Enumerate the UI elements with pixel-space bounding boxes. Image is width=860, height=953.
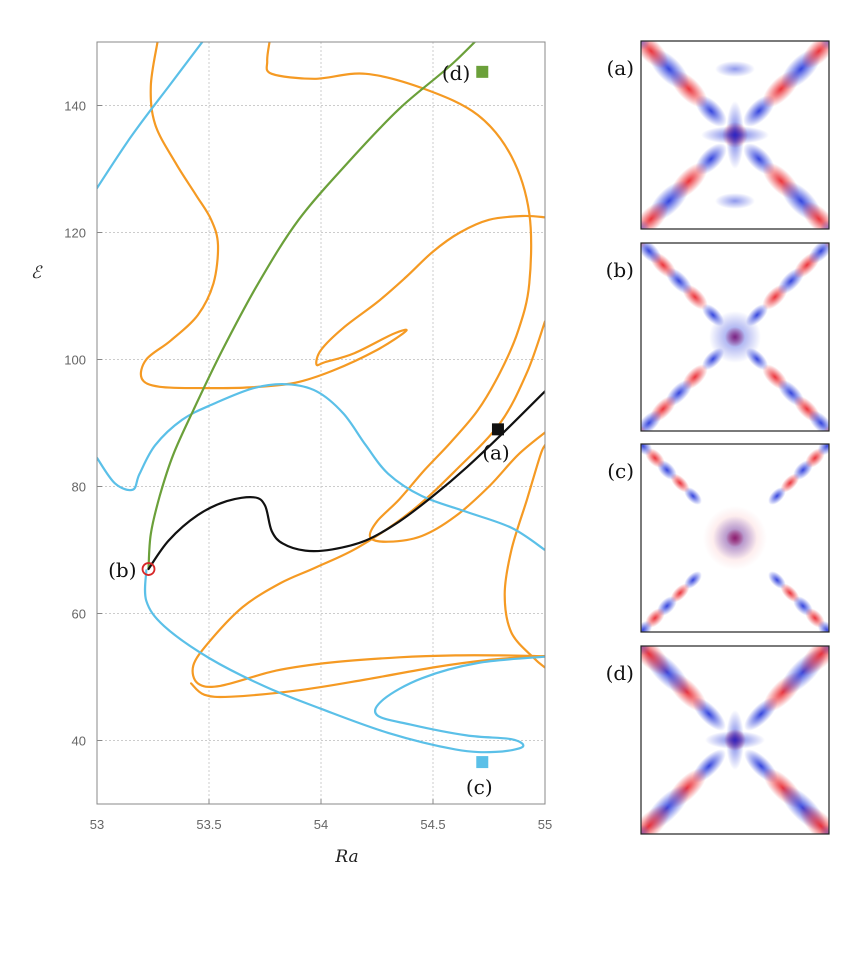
pattern-blob (641, 41, 650, 50)
pattern-blob (684, 487, 702, 505)
pattern-panel-b: (b) (606, 242, 830, 432)
pattern-blob (641, 646, 671, 676)
branch-curve-1-0 (97, 42, 204, 190)
branch-curve-0-0 (139, 42, 545, 390)
pattern-blob (715, 61, 755, 77)
panel-frame (640, 645, 830, 835)
marker-label-b: (b) (108, 558, 136, 582)
x-tick-label: 53.5 (196, 817, 221, 832)
marker-a (491, 423, 504, 436)
x-tick-label: 53 (90, 817, 104, 832)
y-ticks: 40 60 80 100 120 140 (64, 99, 102, 749)
branch-curve-1-2 (143, 569, 545, 754)
pattern-panel-a: (a) (606, 40, 830, 230)
x-tick-label: 54 (314, 817, 328, 832)
pattern-blob (701, 347, 725, 371)
panel-label-c: (c) (607, 459, 634, 483)
panel-frame (640, 40, 830, 230)
pattern-blob (620, 631, 643, 654)
curves (97, 42, 545, 754)
branch-curve-3-0 (147, 390, 545, 571)
pattern-blob (726, 710, 744, 770)
pattern-blob (641, 220, 650, 229)
panel-frame (640, 242, 830, 432)
marker-label-a: (a) (482, 440, 510, 464)
pattern-blob (703, 506, 767, 570)
x-ticks: 53 53.5 54 54.5 55 (90, 799, 552, 832)
y-tick-label: 120 (64, 226, 86, 241)
x-tick-label: 54.5 (420, 817, 445, 832)
marker-b (141, 562, 156, 576)
pattern-blob (817, 444, 829, 456)
branch-curve-0-1 (265, 42, 545, 543)
pattern-blob (768, 487, 786, 505)
y-tick-label: 60 (72, 607, 86, 622)
marker-label-c: (c) (466, 775, 493, 799)
pattern-blob (799, 646, 829, 676)
pattern-blob (799, 804, 829, 834)
pattern-image-c (620, 423, 851, 654)
pattern-blob (817, 620, 829, 632)
x-tick-label: 55 (538, 817, 552, 832)
pattern-blob (745, 303, 769, 327)
panel-frame (640, 443, 830, 633)
y-axis-label: ℰ (31, 263, 43, 283)
pattern-blob (701, 303, 725, 327)
branch-curve-1-1 (97, 383, 545, 552)
marker-c (476, 756, 489, 769)
markers: (a) (b) (c) (d) (108, 61, 510, 799)
pattern-blob (828, 423, 851, 446)
panel-label-a: (a) (606, 56, 634, 80)
panel-label-b: (b) (606, 258, 634, 282)
pattern-image-d (640, 645, 830, 835)
y-tick-label: 80 (72, 480, 86, 495)
pattern-image-b (640, 242, 830, 432)
y-tick-label: 100 (64, 353, 86, 368)
pattern-blob (684, 571, 702, 589)
pattern-blob (828, 631, 851, 654)
pattern-image-a (640, 40, 830, 230)
pattern-blob (620, 423, 643, 446)
pattern-blob (641, 444, 653, 456)
y-tick-label: 140 (64, 99, 86, 114)
pattern-blob (768, 571, 786, 589)
branch-curve-0-2 (191, 320, 545, 689)
pattern-blob (745, 347, 769, 371)
marker-label-d: (d) (442, 61, 470, 85)
pattern-blob (641, 620, 653, 632)
pattern-panel-d: (d) (606, 645, 830, 835)
panel-label-d: (d) (606, 661, 634, 685)
pattern-panel-c: (c) (607, 423, 851, 654)
pattern-blob (715, 193, 755, 209)
pattern-blob (820, 41, 829, 50)
marker-d (476, 65, 489, 78)
pattern-blob (726, 101, 744, 169)
x-axis-label: Ra (334, 847, 358, 867)
y-tick-label: 40 (72, 734, 86, 749)
pattern-panels: (a) (b) (c) (d) (606, 40, 851, 835)
grid (97, 42, 545, 804)
branch-curve-2-0 (147, 42, 477, 571)
pattern-blob (820, 220, 829, 229)
pattern-blob (641, 804, 671, 834)
